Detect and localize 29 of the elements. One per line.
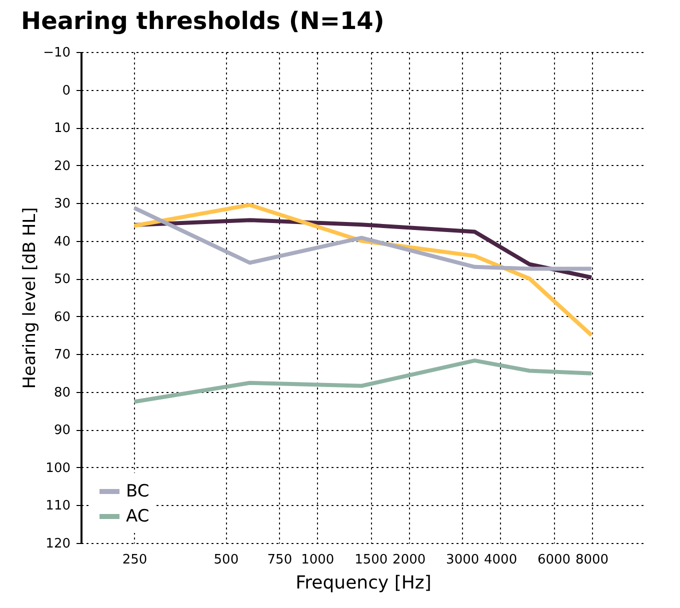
y-tick-label: 100 — [46, 460, 70, 476]
y-tick-label: 10 — [54, 121, 70, 136]
y-tick-label: 60 — [54, 310, 70, 325]
x-tick-label: 2000 — [392, 552, 426, 568]
x-tick-label: 750 — [267, 552, 292, 568]
y-axis-title: Hearing level [dB HL] — [20, 207, 40, 389]
y-tick-label: 20 — [54, 158, 70, 174]
x-tick-label: 3000 — [446, 552, 480, 568]
x-tick-label: 4000 — [484, 552, 518, 568]
x-tick-label: 6000 — [538, 552, 571, 568]
y-tick-label: 70 — [54, 348, 70, 363]
x-tick-label: 250 — [122, 552, 148, 568]
legend-label: AC — [126, 506, 150, 526]
x-tick-label: 1500 — [354, 552, 388, 568]
y-tick-label: 30 — [54, 196, 70, 212]
y-tick-label: 0 — [62, 83, 70, 98]
x-tick-label: 500 — [214, 552, 239, 568]
y-tick-label: 120 — [46, 536, 70, 552]
y-tick-label: 80 — [54, 385, 70, 400]
legend-label: BC — [126, 482, 150, 502]
y-tick-label: 40 — [54, 234, 70, 250]
x-tick-label: 1000 — [301, 552, 334, 568]
chart-title: Hearing thresholds (N=14) — [21, 7, 384, 35]
y-tick-label: 110 — [46, 498, 70, 514]
x-tick-label: 8000 — [575, 552, 609, 568]
y-tick-label: 50 — [54, 272, 70, 288]
y-tick-label: −10 — [43, 46, 70, 60]
x-axis-title: Frequency [Hz] — [296, 572, 432, 594]
y-tick-label: 90 — [54, 423, 70, 438]
